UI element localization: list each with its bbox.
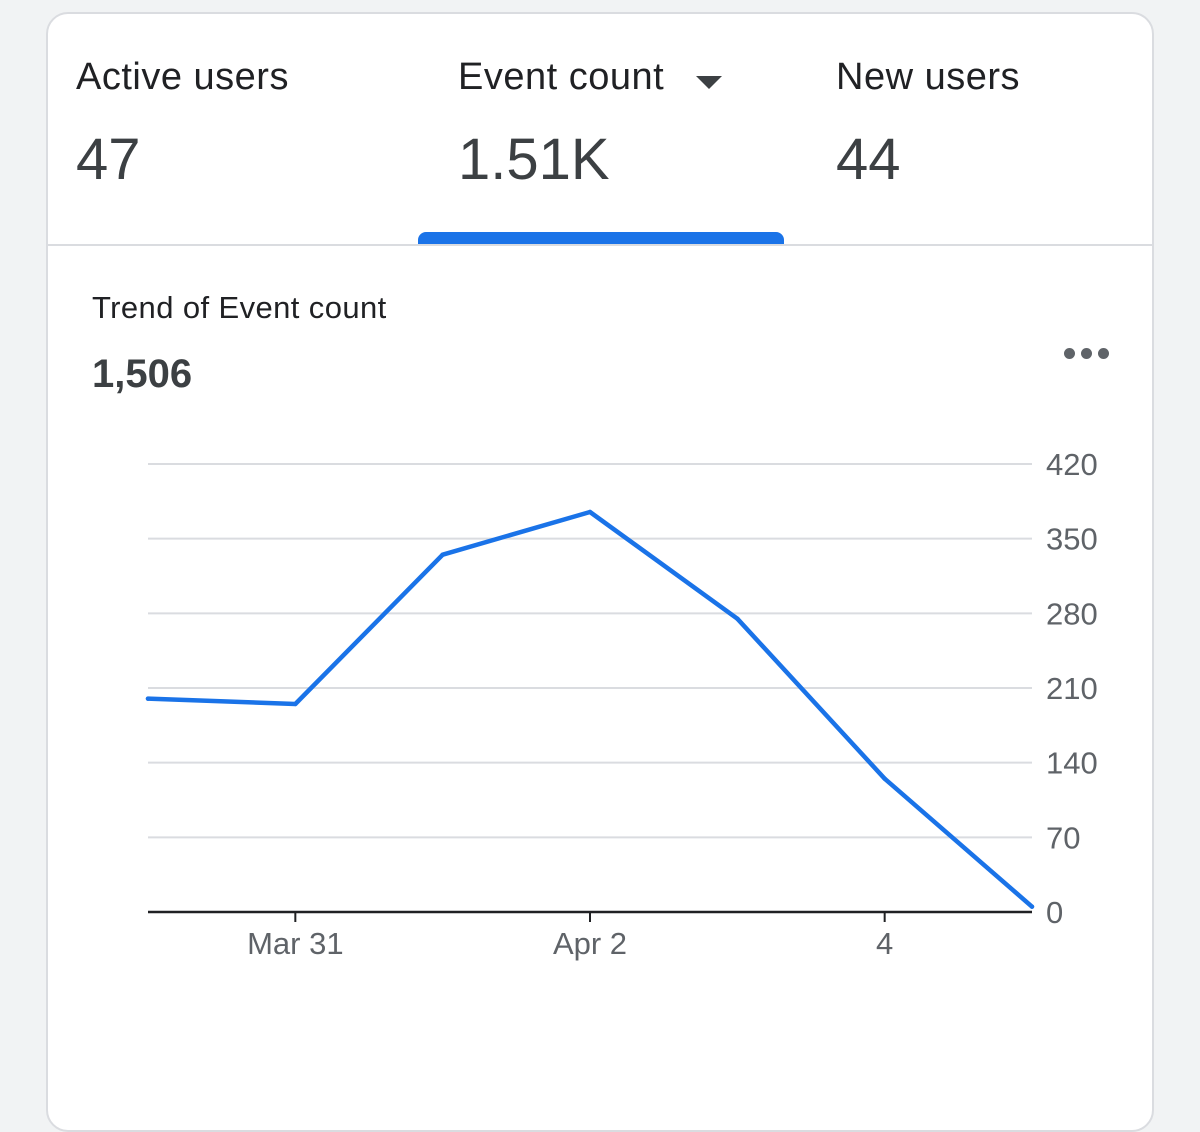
tab-new-users-label: New users [836,56,1020,98]
tab-event-count-value: 1.51K [458,127,610,192]
chart-total-value: 1,506 [92,352,193,396]
event-count-card: Active users 47 Event count 1.51K New us… [46,12,1154,1132]
y-tick-label: 70 [1046,820,1080,855]
y-tick-label: 420 [1046,447,1098,482]
data-point [145,696,151,701]
more-options-button[interactable] [1058,332,1114,372]
data-point [1029,904,1035,909]
selected-tab-indicator [418,232,784,244]
tab-event-count[interactable]: Event count 1.51K [458,14,788,244]
line-chart: 0 70 140 210 280 350 420 Mar 31 Apr 2 4 [145,447,1098,961]
data-point [735,616,740,621]
data-point [440,552,445,557]
more-horizontal-icon [1064,348,1075,359]
data-point [882,776,887,781]
tab-active-users[interactable]: Active users 47 [76,14,406,244]
y-tick-label: 350 [1046,522,1098,557]
y-tick-label: 140 [1046,746,1098,781]
y-tick-label: 0 [1046,895,1063,930]
metric-tabs: Active users 47 Event count 1.51K New us… [48,14,1152,246]
x-tick-label: Mar 31 [247,926,343,961]
data-point [293,701,298,707]
tab-new-users-value: 44 [836,127,901,192]
y-tick-label: 280 [1046,596,1098,631]
caret-down-icon[interactable] [696,76,722,89]
tab-new-users[interactable]: New users 44 [836,14,1136,244]
tab-active-users-label: Active users [76,56,289,98]
chart-title: Trend of Event count [92,290,387,325]
x-tick-label: Apr 2 [553,926,627,961]
y-tick-label: 210 [1046,671,1098,706]
data-point [587,509,593,515]
tab-active-users-value: 47 [76,127,141,192]
tab-event-count-label: Event count [458,56,665,98]
more-horizontal-icon [1081,348,1092,359]
series-line-event-count [145,509,1035,909]
more-horizontal-icon [1098,348,1109,359]
x-tick-label: 4 [876,926,893,961]
